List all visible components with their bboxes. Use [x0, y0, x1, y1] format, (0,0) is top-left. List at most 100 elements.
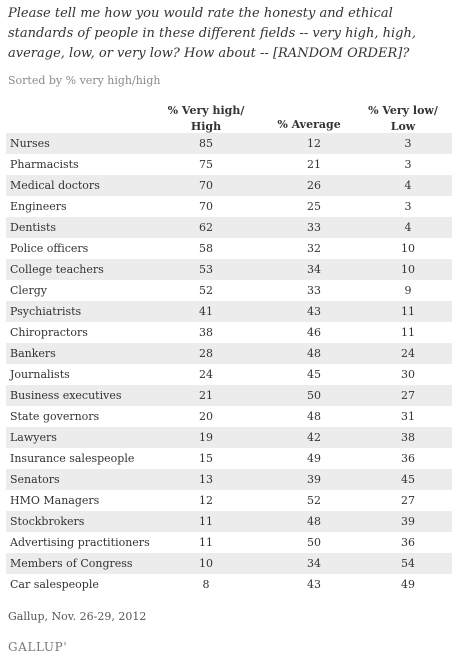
table-row: College teachers 53 34 10 — [6, 259, 452, 280]
table-cell: 15 — [199, 452, 213, 465]
table-row: Clergy 52 33 9 — [6, 280, 452, 301]
table-cell: 4 — [404, 179, 412, 192]
table-row: Police officers 58 32 10 — [6, 238, 452, 259]
row-label: Senators — [10, 473, 60, 486]
table-cell: 34 — [307, 263, 321, 276]
table-cell: 42 — [307, 431, 321, 444]
table-cell: 70 — [199, 200, 213, 213]
table-cell: 24 — [199, 368, 213, 381]
table-cell: 12 — [307, 137, 321, 150]
table-cell: 4 — [404, 221, 412, 234]
table-cell: 31 — [401, 410, 415, 423]
table-cell: 10 — [199, 557, 213, 570]
table-row: Nurses 85 12 3 — [6, 133, 452, 154]
table-cell: 19 — [199, 431, 213, 444]
table-cell: 48 — [307, 410, 321, 423]
table-row: Psychiatrists 41 43 11 — [6, 301, 452, 322]
table-row: Business executives 21 50 27 — [6, 385, 452, 406]
row-label: Medical doctors — [10, 179, 100, 192]
row-label: Members of Congress — [10, 557, 133, 570]
source-note: Gallup, Nov. 26-29, 2012 — [8, 610, 147, 623]
table-row: Dentists 62 33 4 — [6, 217, 452, 238]
table-cell: 52 — [307, 494, 321, 507]
row-label: Clergy — [10, 284, 47, 297]
question-text: Please tell me how you would rate the ho… — [8, 6, 416, 61]
table-row: Journalists 24 45 30 — [6, 364, 452, 385]
table-cell: 38 — [401, 431, 415, 444]
table-cell: 27 — [401, 494, 415, 507]
row-label: Chiropractors — [10, 326, 88, 339]
table-cell: 46 — [307, 326, 321, 339]
row-label: Nurses — [10, 137, 50, 150]
table-cell: 75 — [199, 158, 213, 171]
table-cell: 27 — [401, 389, 415, 402]
table-cell: 49 — [401, 578, 415, 591]
table-row: Chiropractors 38 46 11 — [6, 322, 452, 343]
table-cell: 38 — [199, 326, 213, 339]
table-cell: 11 — [199, 536, 213, 549]
table-cell: 45 — [307, 368, 321, 381]
table-cell: 33 — [307, 284, 321, 297]
table-cell: 26 — [307, 179, 321, 192]
column-header-very-low-low: % Very low/ Low — [368, 104, 438, 133]
table-cell: 36 — [401, 452, 415, 465]
table-cell: 41 — [199, 305, 213, 318]
table-cell: 11 — [199, 515, 213, 528]
row-label: State governors — [10, 410, 100, 423]
table-cell: 43 — [307, 305, 321, 318]
table-cell: 28 — [199, 347, 213, 360]
table-row: Members of Congress 10 34 54 — [6, 553, 452, 574]
row-label: Pharmacists — [10, 158, 79, 171]
table-cell: 32 — [307, 242, 321, 255]
table-cell: 3 — [404, 158, 412, 171]
table-cell: 70 — [199, 179, 213, 192]
row-label: Stockbrokers — [10, 515, 85, 528]
table-row: Car salespeople 8 43 49 — [6, 574, 452, 595]
row-label: College teachers — [10, 263, 104, 276]
table-cell: 3 — [404, 200, 412, 213]
table-cell: 8 — [202, 578, 210, 591]
table-cell: 54 — [401, 557, 415, 570]
table-cell: 33 — [307, 221, 321, 234]
row-label: HMO Managers — [10, 494, 100, 507]
table-cell: 3 — [404, 137, 412, 150]
table-cell: 62 — [199, 221, 213, 234]
table-cell: 49 — [307, 452, 321, 465]
table-cell: 30 — [401, 368, 415, 381]
table-row: Lawyers 19 42 38 — [6, 427, 452, 448]
row-label: Dentists — [10, 221, 57, 234]
table-row: Pharmacists 75 21 3 — [6, 154, 452, 175]
column-header-average: % Average — [277, 118, 341, 131]
row-label: Journalists — [10, 368, 70, 381]
row-label: Lawyers — [10, 431, 57, 444]
sort-note: Sorted by % very high/high — [8, 74, 161, 87]
table-cell: 9 — [404, 284, 412, 297]
row-label: Police officers — [10, 242, 89, 255]
table-cell: 43 — [307, 578, 321, 591]
row-label: Advertising practitioners — [10, 536, 150, 549]
table-cell: 10 — [401, 242, 415, 255]
data-table: Nurses 85 12 3 Pharmacists 75 21 3 Medical docto… — [6, 133, 452, 595]
table-row: Advertising practitioners 11 50 36 — [6, 532, 452, 553]
table-row: Senators 13 39 45 — [6, 469, 452, 490]
table-cell: 39 — [307, 473, 321, 486]
table-cell: 48 — [307, 347, 321, 360]
row-label: Car salespeople — [10, 578, 99, 591]
table-cell: 53 — [199, 263, 213, 276]
table-row: State governors 20 48 31 — [6, 406, 452, 427]
table-cell: 39 — [401, 515, 415, 528]
table-cell: 11 — [401, 326, 415, 339]
table-row: Bankers 28 48 24 — [6, 343, 452, 364]
table-cell: 48 — [307, 515, 321, 528]
row-label: Bankers — [10, 347, 56, 360]
table-cell: 36 — [401, 536, 415, 549]
table-cell: 50 — [307, 389, 321, 402]
column-header-very-high-high: % Very high/ High — [167, 104, 245, 133]
table-row: Insurance salespeople 15 49 36 — [6, 448, 452, 469]
row-label: Insurance salespeople — [10, 452, 135, 465]
gallup-logo: GALLUP' — [8, 640, 68, 654]
table-row: HMO Managers 12 52 27 — [6, 490, 452, 511]
table-cell: 21 — [199, 389, 213, 402]
table-row: Stockbrokers 11 48 39 — [6, 511, 452, 532]
table-cell: 20 — [199, 410, 213, 423]
